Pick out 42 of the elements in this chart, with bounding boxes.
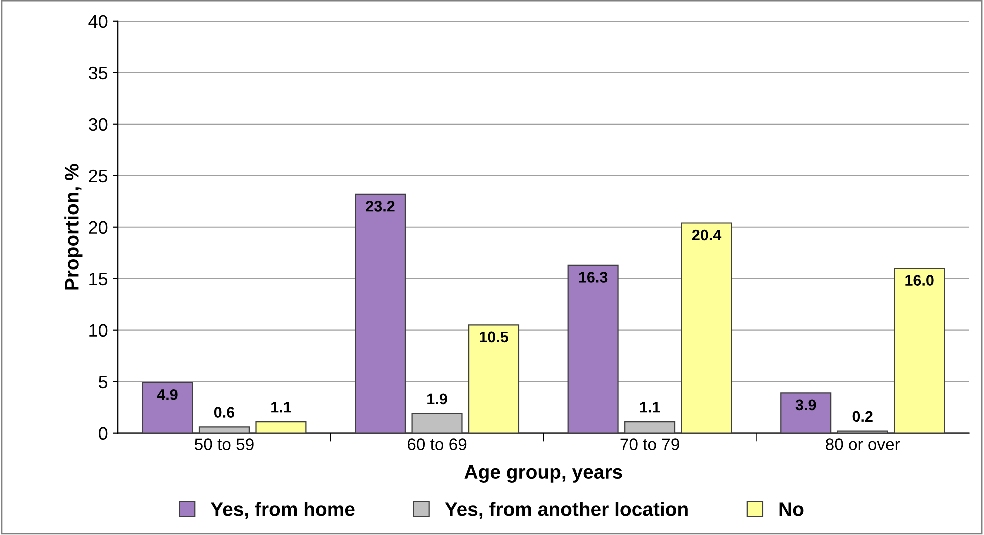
x-tick-label: 80 or over [826,438,900,450]
data-label: 3.9 [796,400,816,411]
y-tick-label: 10 [90,324,108,338]
bar [837,430,888,434]
x-tick-label: 60 to 69 [408,438,467,450]
y-axis-title: Proportion, % [64,164,83,290]
data-label: 1.9 [428,394,448,405]
bar [780,392,832,434]
x-axis-title: Age group, years [464,465,622,483]
legend-label: Yes, from another location [445,502,688,520]
bar [256,421,307,434]
y-tick-label: 5 [99,376,108,389]
bar [142,382,194,434]
y-tick-label: 30 [88,118,108,132]
bar [624,421,676,434]
bar [894,268,946,434]
bar [681,222,732,434]
data-label: 16.0 [906,275,934,286]
bar [198,426,250,434]
bar [412,413,463,434]
bar [355,194,406,434]
y-tick-label: 35 [88,66,108,80]
bar [468,324,520,434]
bar [568,264,619,434]
data-label: 23.2 [366,201,395,212]
data-label: 20.4 [692,230,722,241]
legend-label: No [780,502,804,516]
y-tick-label: 0 [99,427,108,440]
data-label: 0.2 [852,411,873,422]
data-label: 10.5 [480,332,508,343]
data-label: 0.6 [214,407,235,418]
data-label: 1.1 [640,402,660,413]
data-label: 4.9 [157,389,178,400]
y-tick-label: 20 [89,221,108,234]
legend-label: Yes, from home [210,502,355,520]
y-tick-label: 15 [90,272,108,286]
x-tick-label: 70 to 79 [620,438,680,450]
x-tick-label: 50 to 59 [195,438,254,450]
data-label: 16.3 [579,272,608,283]
y-tick-label: 40 [88,15,108,28]
y-tick-label: 25 [89,170,108,183]
data-label: 1.1 [272,402,292,413]
